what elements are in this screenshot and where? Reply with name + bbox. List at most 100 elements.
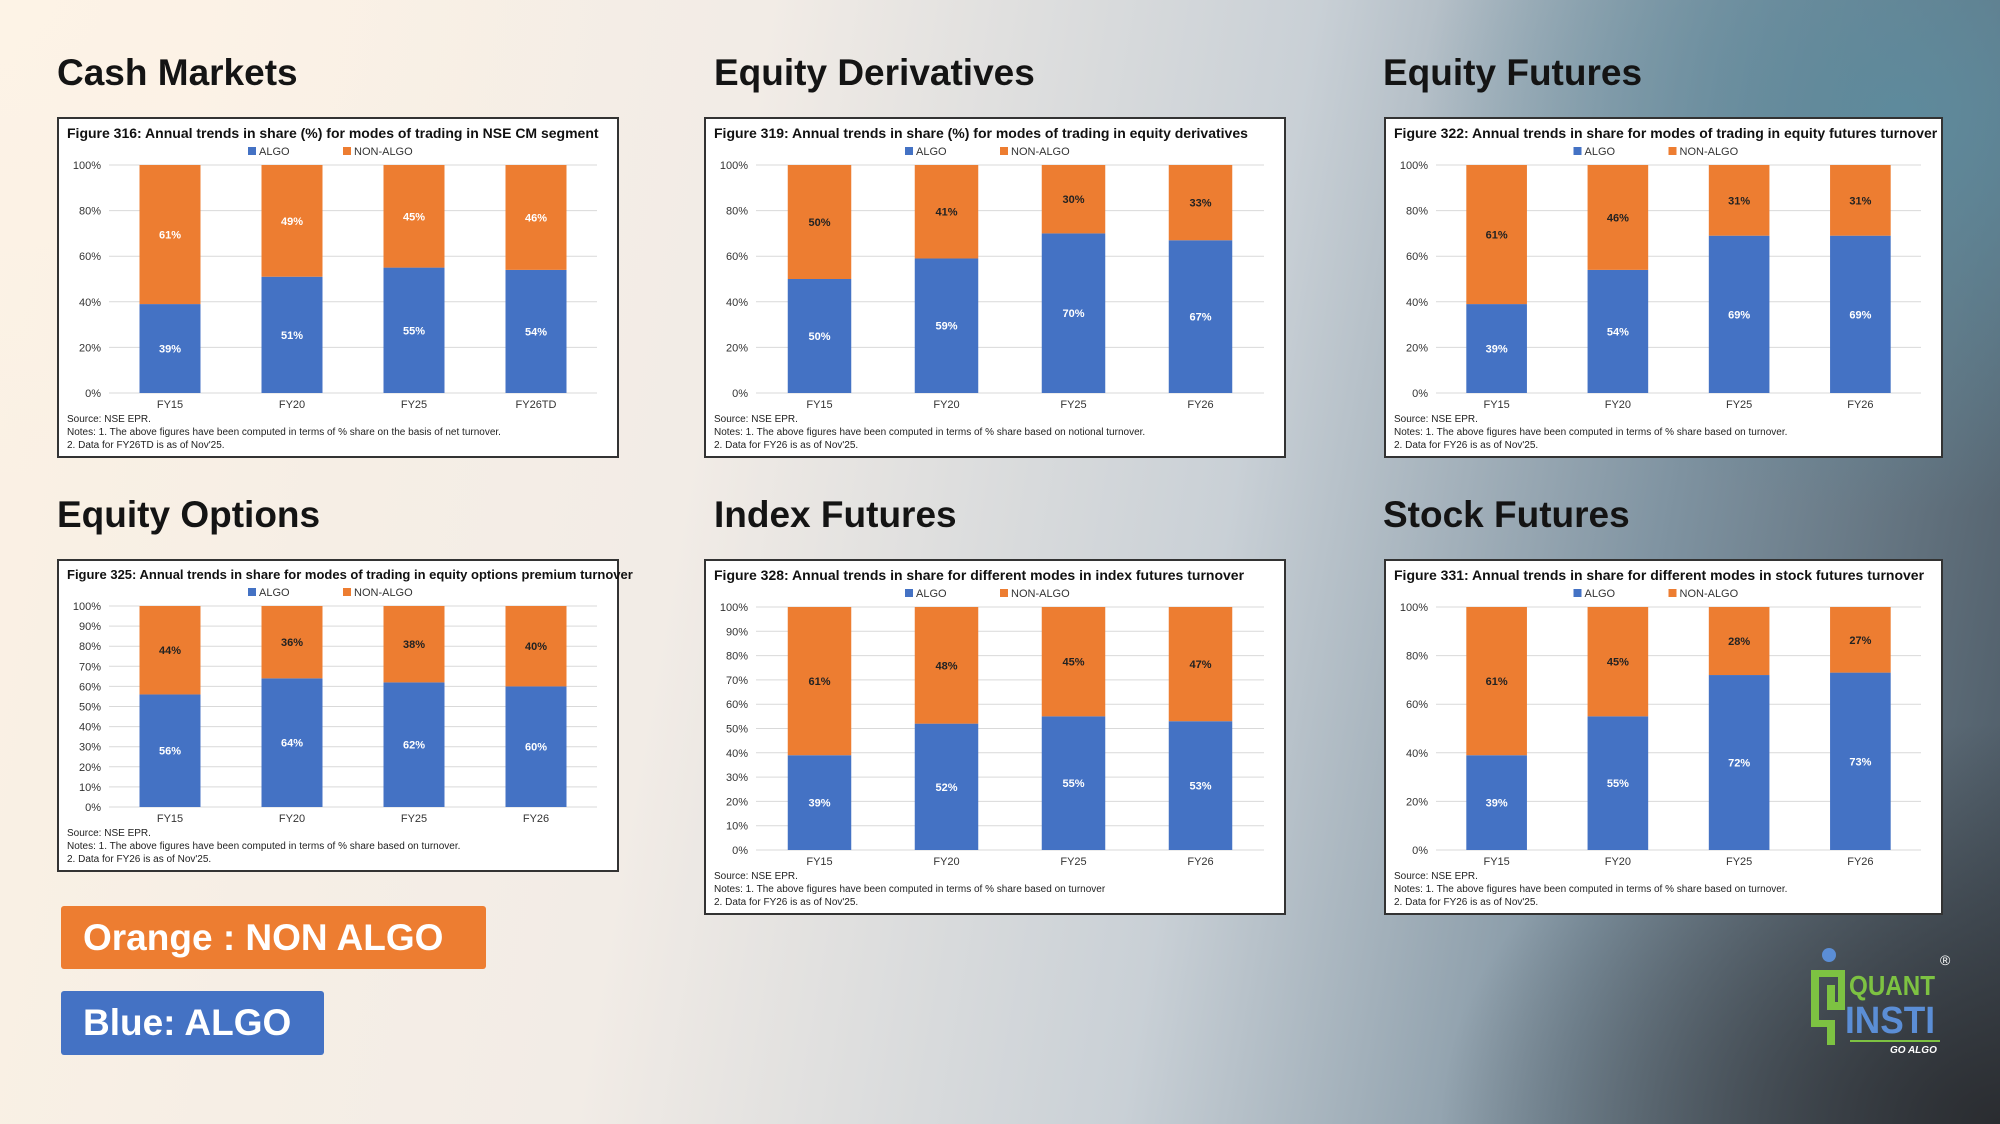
x-tick-label: FY25 xyxy=(1726,399,1752,411)
chart-area: ALGO NON-ALGO 0% 20% 40% 60% 80% 100% 39% 61% FY15… xyxy=(1394,583,1933,870)
bar-algo-fy20 xyxy=(261,678,323,807)
data-label: 50% xyxy=(808,217,830,229)
data-label: 39% xyxy=(159,344,181,356)
bar-algo-fy20 xyxy=(914,258,979,393)
x-tick-label: FY15 xyxy=(806,399,832,411)
data-label: 50% xyxy=(808,331,830,343)
data-label: 70% xyxy=(1062,308,1084,320)
y-tick-label: 20% xyxy=(1406,796,1428,808)
bar-non-algo-fy26 xyxy=(1168,165,1233,241)
logo-text-insti: INSTI xyxy=(1845,1000,1935,1042)
logo-text-quant: QUANT xyxy=(1849,970,1935,1001)
bar-non-algo-fy15 xyxy=(139,606,201,695)
x-tick-label: FY26 xyxy=(1187,856,1213,868)
chart-note-2: 2. Data for FY26 is as of Nov'25. xyxy=(1394,440,1539,451)
x-tick-label: FY15 xyxy=(1483,399,1509,411)
bar-non-algo-fy25 xyxy=(1041,165,1106,234)
legend-swatch-non-algo xyxy=(1668,147,1677,155)
x-tick-label: FY25 xyxy=(1060,399,1086,411)
legend-swatch-non-algo xyxy=(1668,589,1677,597)
y-tick-label: 100% xyxy=(73,160,101,172)
y-tick-label: 50% xyxy=(79,702,101,714)
chart-note-1: Notes: 1. The above figures have been co… xyxy=(714,884,1106,895)
bar-non-algo-fy20 xyxy=(914,165,979,259)
bar-algo-fy25 xyxy=(1708,675,1770,850)
data-label: 54% xyxy=(525,326,547,338)
data-label: 59% xyxy=(935,321,957,333)
data-label: 54% xyxy=(1607,326,1629,338)
y-tick-label: 80% xyxy=(79,641,101,653)
data-label: 44% xyxy=(159,645,181,657)
x-tick-label: FY20 xyxy=(933,856,959,868)
legend-swatch-algo xyxy=(905,589,913,597)
y-tick-label: 100% xyxy=(73,601,101,613)
bar-non-algo-fy25 xyxy=(383,165,445,268)
data-label: 46% xyxy=(1607,212,1629,224)
x-tick-label: FY15 xyxy=(157,813,183,825)
bar-non-algo-fy26 xyxy=(1830,607,1891,673)
chart-title: Figure 316: Annual trends in share (%) f… xyxy=(67,125,599,141)
data-label: 36% xyxy=(281,637,303,649)
y-tick-label: 80% xyxy=(1406,651,1428,663)
y-tick-label: 20% xyxy=(726,796,748,808)
data-label: 67% xyxy=(1189,312,1211,324)
data-label: 47% xyxy=(1189,659,1211,671)
chart-source: Source: NSE EPR. xyxy=(714,414,798,425)
y-tick-label: 40% xyxy=(726,297,748,309)
y-tick-label: 0% xyxy=(1412,845,1428,857)
bar-algo-fy20 xyxy=(261,276,323,393)
data-label: 69% xyxy=(1849,309,1871,321)
bar-algo-fy26 xyxy=(1168,721,1233,850)
chart-panel-equity-futures: Figure 322: Annual trends in share for m… xyxy=(1384,117,1943,458)
data-label: 49% xyxy=(281,216,303,228)
y-tick-label: 90% xyxy=(726,626,748,638)
legend-swatch-algo xyxy=(248,588,256,596)
data-label: 39% xyxy=(1486,344,1508,356)
y-tick-label: 30% xyxy=(726,772,748,784)
chart-source: Source: NSE EPR. xyxy=(1394,414,1478,425)
y-tick-label: 80% xyxy=(726,651,748,663)
data-label: 40% xyxy=(525,641,547,653)
x-tick-label: FY20 xyxy=(933,399,959,411)
section-heading-equity-options: Equity Options xyxy=(57,494,321,535)
x-tick-label: FY20 xyxy=(1605,399,1631,411)
y-tick-label: 40% xyxy=(1406,297,1428,309)
bar-non-algo-fy15 xyxy=(1466,165,1527,305)
legend-swatch-non-algo xyxy=(1000,589,1008,597)
bar-algo-fy15 xyxy=(787,755,852,850)
data-label: 60% xyxy=(525,742,547,754)
legend-label-algo: ALGO xyxy=(259,587,290,599)
x-tick-label: FY26 xyxy=(1847,856,1873,868)
bar-algo-fy15 xyxy=(139,694,201,807)
y-tick-label: 0% xyxy=(85,388,101,400)
section-heading-equity-derivatives: Equity Derivatives xyxy=(714,52,1035,93)
stacked-bar-chart: ALGO NON-ALGO 0% 20% 40% 60% 80% 100% 39% 61% FY15… xyxy=(73,146,597,411)
y-tick-label: 20% xyxy=(726,342,748,354)
data-label: 64% xyxy=(281,738,303,750)
legend-swatch-algo xyxy=(1573,147,1582,155)
bar-non-algo-fy20 xyxy=(1587,607,1649,717)
y-tick-label: 80% xyxy=(726,206,748,218)
legend-swatch-algo xyxy=(905,147,913,155)
chart-title: Figure 325: Annual trends in share for m… xyxy=(67,567,633,582)
chart-area: ALGO NON-ALGO 0% 10% 20% 30% 40% 50% 60% 70% 80% 90… xyxy=(67,582,609,827)
x-tick-label: FY20 xyxy=(279,399,305,411)
bar-non-algo-fy15 xyxy=(787,607,852,756)
chart-source: Source: NSE EPR. xyxy=(714,871,798,882)
bar-non-algo-fy26 xyxy=(1168,607,1233,722)
bar-non-algo-fy25 xyxy=(1708,165,1770,236)
chart-title: Figure 319: Annual trends in share (%) f… xyxy=(714,125,1248,141)
chart-source: Source: NSE EPR. xyxy=(67,414,151,425)
legend-label-non-algo: NON-ALGO xyxy=(354,587,413,599)
bar-algo-fy25 xyxy=(1041,233,1106,393)
section-heading-cash-markets: Cash Markets xyxy=(57,52,298,93)
legend-swatch-algo xyxy=(248,147,256,155)
key-non-algo: Orange : NON ALGO xyxy=(61,906,486,969)
legend-swatch-non-algo xyxy=(343,588,351,596)
quantinsti-logo: QUANT INSTI GO ALGO ® xyxy=(1805,945,1955,1056)
y-tick-label: 10% xyxy=(79,782,101,794)
chart-title: Figure 331: Annual trends in share for d… xyxy=(1394,567,1925,583)
chart-title: Figure 322: Annual trends in share for m… xyxy=(1394,125,1938,141)
stacked-bar-chart: ALGO NON-ALGO 0% 20% 40% 60% 80% 100% 39% 61% FY15… xyxy=(1400,146,1921,411)
section-heading-stock-futures: Stock Futures xyxy=(1383,494,1630,535)
